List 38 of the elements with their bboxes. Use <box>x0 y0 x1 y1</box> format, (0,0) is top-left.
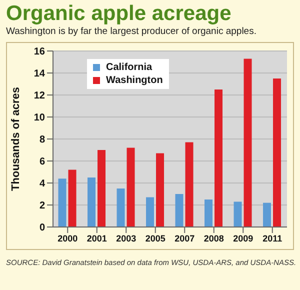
y-tick-label: 14 <box>34 68 46 80</box>
bar <box>214 90 223 227</box>
y-axis-title: Thousands of acres <box>10 87 22 191</box>
chart-title: Organic apple acreage <box>5 1 232 26</box>
y-tick-label: 8 <box>39 134 46 146</box>
y-tick-label: 16 <box>34 46 46 58</box>
x-tick-label: 2007 <box>174 233 195 244</box>
y-tick-label: 12 <box>34 90 46 102</box>
bar <box>156 153 164 227</box>
chart-subtitle: Washington is by far the largest producer of organic apples. <box>5 26 258 38</box>
bar <box>263 202 272 227</box>
bar <box>98 150 106 227</box>
bar <box>273 78 282 227</box>
bar <box>58 178 66 227</box>
y-tick-label: 10 <box>34 112 46 124</box>
x-tick-label: 2011 <box>262 233 282 244</box>
bar <box>204 200 213 227</box>
bar <box>126 148 135 227</box>
bar <box>244 58 252 227</box>
bar <box>146 197 154 227</box>
y-tick-label: 4 <box>39 178 46 190</box>
bar <box>116 188 125 227</box>
x-tick-label: 2001 <box>86 233 107 244</box>
bar <box>175 194 184 227</box>
x-tick-label: 2000 <box>58 233 78 244</box>
y-tick-label: 0 <box>39 222 46 234</box>
x-tick-label: 2009 <box>233 233 254 244</box>
legend-label: Washington <box>106 74 163 87</box>
y-tick-label: 2 <box>39 200 46 212</box>
bar <box>88 178 96 227</box>
legend-label: California <box>106 61 152 74</box>
bar <box>234 202 242 227</box>
x-tick-label: 2008 <box>204 233 224 244</box>
x-tick-label: 2005 <box>145 233 166 244</box>
x-tick-label: 2003 <box>116 233 136 244</box>
bar <box>185 142 194 227</box>
y-tick-label: 6 <box>39 156 46 168</box>
bar <box>68 170 76 227</box>
